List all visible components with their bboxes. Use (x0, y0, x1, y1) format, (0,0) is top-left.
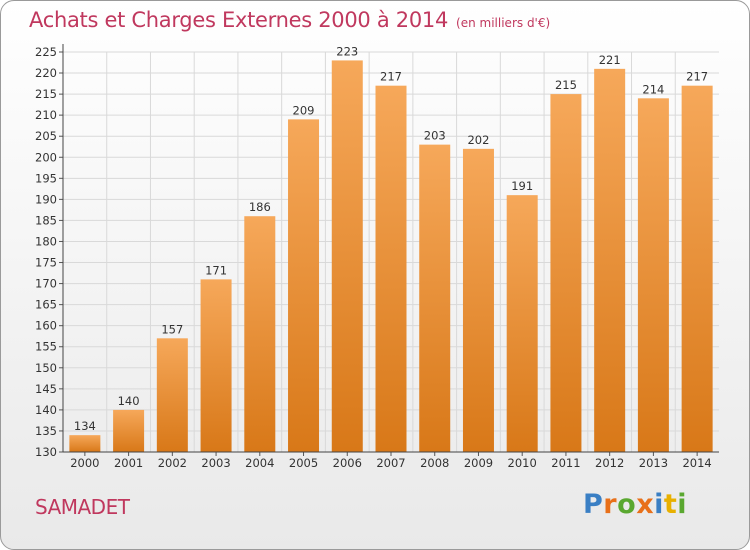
y-tick-label: 205 (35, 129, 57, 143)
bar (506, 195, 538, 452)
bar (681, 85, 713, 453)
y-tick-label: 145 (35, 382, 57, 396)
bar (200, 279, 232, 452)
bar (462, 148, 494, 452)
bar (288, 119, 320, 453)
bar (156, 338, 188, 452)
bar (419, 144, 451, 452)
proxiti-logo[interactable]: Proxiti (583, 489, 687, 520)
data-label: 134 (74, 419, 96, 433)
x-tick-label: 2009 (464, 456, 493, 470)
logo-letter: i (677, 489, 688, 520)
chart-subtitle: (en milliers d'€) (456, 16, 551, 30)
data-label: 214 (642, 82, 664, 96)
data-label: 221 (599, 53, 621, 67)
data-label: 209 (293, 103, 315, 117)
y-tick-label: 220 (35, 66, 57, 80)
bar (244, 216, 276, 452)
data-label: 186 (249, 200, 271, 214)
logo-letter: P (583, 489, 604, 520)
logo-letter: o (617, 489, 637, 520)
bar (331, 60, 363, 452)
x-tick-label: 2004 (245, 456, 274, 470)
x-tick-label: 2006 (333, 456, 362, 470)
logo-letter: t (663, 489, 678, 520)
y-tick-label: 150 (35, 361, 57, 375)
bar (550, 94, 582, 453)
data-label: 203 (424, 129, 446, 143)
bar (637, 98, 669, 452)
x-tick-label: 2008 (420, 456, 449, 470)
x-tick-label: 2012 (595, 456, 624, 470)
x-tick-label: 2003 (201, 456, 230, 470)
y-tick-label: 195 (35, 171, 57, 185)
data-label: 202 (467, 133, 489, 147)
y-tick-label: 175 (35, 256, 57, 270)
logo-letter: r (603, 489, 618, 520)
y-tick-label: 200 (35, 150, 57, 164)
y-tick-label: 190 (35, 192, 57, 206)
y-tick-label: 140 (35, 403, 57, 417)
y-tick-label: 155 (35, 340, 57, 354)
y-tick-label: 130 (35, 445, 57, 459)
x-tick-label: 2007 (376, 456, 405, 470)
y-tick-label: 185 (35, 213, 57, 227)
x-tick-label: 2010 (508, 456, 537, 470)
y-tick-label: 170 (35, 277, 57, 291)
bar (375, 85, 407, 453)
data-label: 171 (205, 263, 227, 277)
x-tick-label: 2001 (114, 456, 143, 470)
y-tick-label: 160 (35, 319, 57, 333)
x-tick-label: 2013 (639, 456, 668, 470)
data-labels: 134 140 157 171 186 209 223 217 203 202 191 215 221 2… (74, 44, 708, 433)
data-label: 217 (380, 70, 402, 84)
y-tick-label: 180 (35, 234, 57, 248)
y-tick-label: 165 (35, 298, 57, 312)
y-tick-label: 215 (35, 87, 57, 101)
commune-name: SAMADET (35, 495, 130, 519)
data-label: 215 (555, 78, 577, 92)
x-tick-label: 2002 (158, 456, 187, 470)
x-tick-label: 2014 (682, 456, 711, 470)
axes: 130 135 140 145 150 155 160 165 170 175 180 185 190 1… (35, 44, 719, 470)
chart-title: Achats et Charges Externes 2000 à 2014 (e… (29, 8, 550, 32)
chart-title-text: Achats et Charges Externes 2000 à 2014 (29, 8, 449, 32)
x-tick-label: 2011 (551, 456, 580, 470)
y-tick-label: 135 (35, 424, 57, 438)
bar (69, 435, 101, 452)
bar (594, 68, 626, 452)
bar (113, 409, 145, 452)
x-tick-label: 2005 (289, 456, 318, 470)
data-label: 157 (161, 322, 183, 336)
y-tick-label: 210 (35, 108, 57, 122)
data-label: 223 (336, 44, 358, 58)
bars (69, 60, 713, 453)
data-label: 191 (511, 179, 533, 193)
y-tick-label: 225 (35, 45, 57, 59)
data-label: 140 (118, 394, 140, 408)
data-label: 217 (686, 70, 708, 84)
logo-letter: x (636, 489, 655, 520)
logo-letter: i (654, 489, 664, 520)
x-tick-label: 2000 (70, 456, 99, 470)
